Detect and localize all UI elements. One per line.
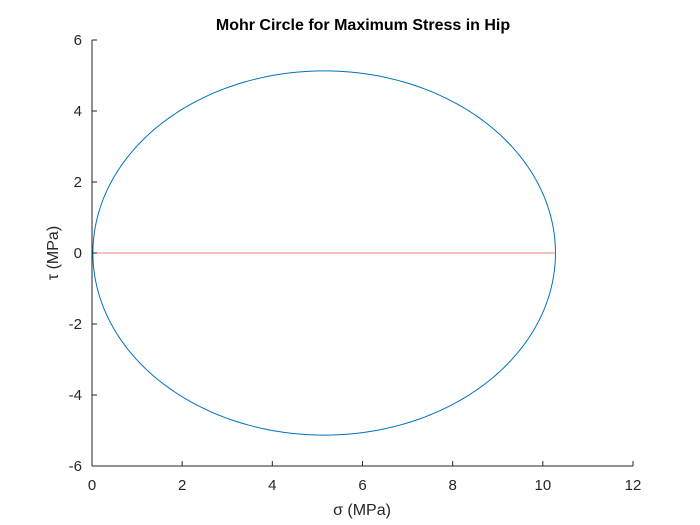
x-tick-label: 2: [178, 477, 186, 494]
x-axis-ticks: 0 2 4 6 8 10 12: [88, 461, 642, 494]
x-tick-label: 8: [448, 477, 456, 494]
chart-title: Mohr Circle for Maximum Stress in Hip: [216, 17, 511, 34]
x-tick-label: 10: [534, 477, 551, 494]
x-axis-label: σ (MPa): [333, 502, 391, 519]
y-tick-label: 0: [74, 245, 82, 262]
y-tick-label: 4: [74, 103, 82, 120]
x-tick-label: 0: [88, 477, 96, 494]
y-axis-label: τ (MPa): [45, 226, 62, 280]
y-tick-label: 6: [74, 32, 82, 49]
y-tick-label: -2: [69, 316, 82, 333]
x-tick-label: 4: [268, 477, 276, 494]
x-tick-label: 12: [625, 477, 642, 494]
y-tick-label: 2: [74, 174, 82, 191]
x-tick-label: 6: [358, 477, 366, 494]
y-tick-label: -4: [69, 387, 82, 404]
y-axis-ticks: -6 -4 -2 0 2 4 6: [69, 32, 97, 475]
y-tick-label: -6: [69, 458, 82, 475]
